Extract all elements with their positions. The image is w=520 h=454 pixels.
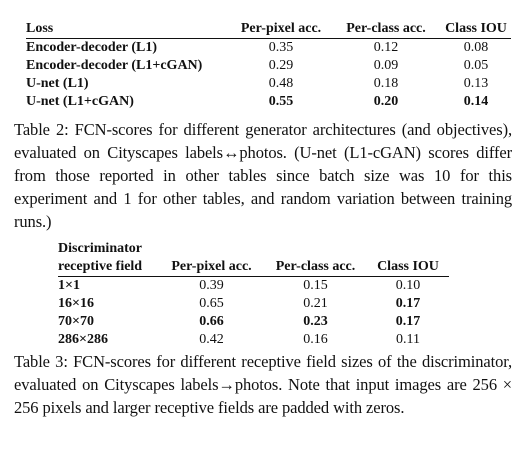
class-iou-cell: 0.14 (463, 94, 489, 109)
per-pixel-acc-cell: 0.55 (268, 94, 294, 109)
table-3-caption-text: FCN-scores for different receptive field… (14, 352, 512, 417)
table-row: U-net (L1+cGAN) 0.55 0.20 0.14 (26, 93, 511, 111)
per-class-acc-cell: 0.09 (373, 58, 399, 73)
per-pixel-acc-cell: 0.66 (199, 314, 224, 329)
column-header-discriminator: Discriminator (58, 241, 142, 256)
per-pixel-acc-cell: 0.48 (268, 76, 294, 91)
table-3-caption-label: Table 3: (14, 352, 68, 371)
class-iou-cell: 0.08 (463, 40, 489, 55)
table-3: Discriminator receptive field Per-pixel … (0, 240, 520, 349)
row-label: Encoder-decoder (L1+cGAN) (26, 58, 203, 73)
per-class-acc-cell: 0.12 (373, 40, 399, 55)
class-iou-cell: 0.13 (463, 76, 489, 91)
table-row: 1×1 0.39 0.15 0.10 (58, 277, 449, 296)
table-3-grid: Discriminator receptive field Per-pixel … (58, 240, 449, 349)
table-2: Loss Per-pixel acc. Per-class acc. Class… (0, 20, 520, 111)
column-header-class-iou: Class IOU (441, 20, 511, 39)
class-iou-cell: 0.17 (395, 314, 421, 329)
column-header-per-class-acc: Per-class acc. (331, 20, 441, 39)
per-class-acc-cell: 0.21 (303, 296, 328, 311)
column-header-per-pixel-acc: Per-pixel acc. (159, 258, 264, 277)
per-pixel-acc-cell: 0.65 (199, 296, 224, 311)
row-label: 1×1 (58, 278, 80, 293)
column-header-class-iou: Class IOU (367, 258, 449, 277)
table-row: 286×286 0.42 0.16 0.11 (58, 331, 449, 349)
column-header-receptive-field: receptive field (58, 258, 159, 277)
row-label: 16×16 (58, 296, 94, 311)
row-label: U-net (L1) (26, 76, 89, 91)
row-label: 70×70 (58, 314, 94, 329)
per-pixel-acc-cell: 0.29 (268, 58, 294, 73)
table-2-caption-label: Table 2: (14, 120, 69, 139)
table-2-grid: Loss Per-pixel acc. Per-class acc. Class… (26, 20, 511, 111)
table-row: 70×70 0.66 0.23 0.17 (58, 313, 449, 331)
table-2-caption-text: FCN-scores for different generator archi… (14, 120, 512, 231)
per-pixel-acc-cell: 0.39 (199, 278, 224, 293)
table-2-header-row: Loss Per-pixel acc. Per-class acc. Class… (26, 20, 511, 39)
class-iou-cell: 0.17 (395, 296, 421, 311)
row-label: 286×286 (58, 332, 108, 347)
column-header-loss: Loss (26, 20, 231, 39)
per-pixel-acc-cell: 0.35 (268, 40, 294, 55)
table-3-caption: Table 3: FCN-scores for different recept… (14, 350, 512, 419)
table-row: Encoder-decoder (L1+cGAN) 0.29 0.09 0.05 (26, 57, 511, 75)
table-row: 16×16 0.65 0.21 0.17 (58, 295, 449, 313)
per-class-acc-cell: 0.18 (373, 76, 399, 91)
table-row: U-net (L1) 0.48 0.18 0.13 (26, 75, 511, 93)
table-3-header-row-1: Discriminator (58, 240, 449, 258)
column-header-per-class-acc: Per-class acc. (264, 258, 367, 277)
class-iou-cell: 0.10 (395, 278, 421, 293)
row-label: U-net (L1+cGAN) (26, 94, 134, 109)
table-row: Encoder-decoder (L1) 0.35 0.12 0.08 (26, 39, 511, 58)
table-3-header-row-2: receptive field Per-pixel acc. Per-class… (58, 258, 449, 277)
per-class-acc-cell: 0.20 (373, 94, 399, 109)
table-2-caption: Table 2: FCN-scores for different genera… (14, 118, 512, 233)
per-class-acc-cell: 0.15 (303, 278, 328, 293)
per-class-acc-cell: 0.16 (303, 332, 328, 347)
column-header-per-pixel-acc: Per-pixel acc. (231, 20, 331, 39)
per-class-acc-cell: 0.23 (303, 314, 328, 329)
class-iou-cell: 0.11 (396, 332, 420, 347)
class-iou-cell: 0.05 (463, 58, 489, 73)
per-pixel-acc-cell: 0.42 (199, 332, 224, 347)
row-label: Encoder-decoder (L1) (26, 40, 158, 55)
